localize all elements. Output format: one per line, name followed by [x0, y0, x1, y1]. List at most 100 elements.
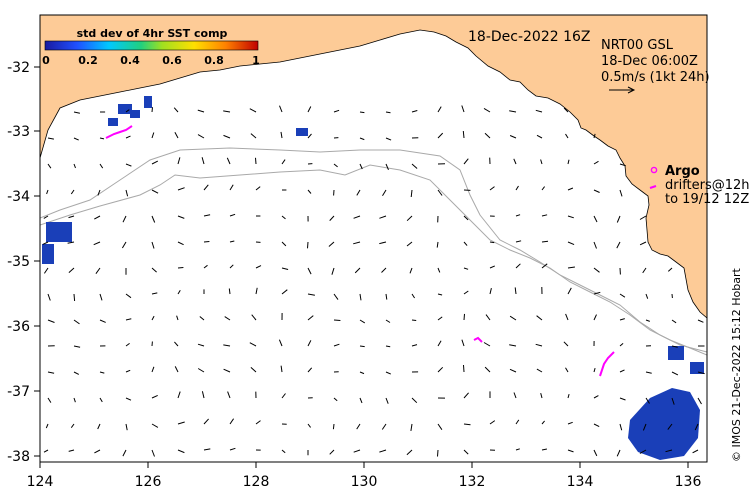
current-vector: [406, 241, 413, 247]
x-tick-130: 130: [351, 474, 378, 490]
current-vector: [281, 215, 286, 220]
current-vector: [489, 420, 496, 425]
current-vector: [563, 341, 569, 347]
current-vector: [197, 134, 205, 139]
current-vector: [565, 313, 569, 321]
current-vector: [619, 189, 623, 197]
current-vector: [463, 392, 469, 399]
current-vector: [249, 342, 257, 347]
current-vector: [73, 137, 79, 141]
current-vector: [307, 367, 313, 373]
y-tick-35: -35: [7, 254, 30, 270]
current-vector: [125, 369, 131, 373]
current-vector: [281, 449, 286, 454]
current-vector: [43, 267, 49, 274]
x-tick-124: 124: [27, 474, 54, 490]
current-vector: [177, 391, 181, 399]
current-vector: [125, 189, 129, 197]
current-vector: [73, 345, 81, 348]
current-vector: [565, 367, 569, 373]
current-vector: [173, 107, 179, 113]
current-vector: [99, 397, 103, 403]
current-vector: [307, 241, 309, 249]
drifters-line1: drifters@12h: [665, 178, 750, 193]
current-vector: [381, 423, 387, 430]
y-tick-36: -36: [7, 319, 30, 335]
x-tick-126: 126: [135, 474, 162, 490]
current-vector: [229, 264, 234, 269]
current-vector: [73, 371, 80, 375]
current-vector: [203, 214, 211, 217]
current-vector: [385, 345, 391, 348]
current-vector: [203, 448, 211, 451]
current-vector: [333, 319, 341, 321]
current-vector: [411, 163, 418, 169]
x-tick-128: 128: [243, 474, 270, 490]
current-vector: [463, 313, 465, 321]
current-vector: [229, 184, 234, 191]
current-vector: [201, 157, 205, 165]
current-vector: [42, 241, 49, 245]
current-vector: [333, 293, 339, 300]
current-vector: [94, 215, 101, 220]
current-vector: [73, 319, 80, 325]
current-vector: [125, 342, 130, 347]
current-vector: [619, 163, 626, 167]
current-vector: [125, 318, 132, 321]
current-vector: [99, 319, 106, 323]
current-vector: [255, 157, 257, 165]
current-vector: [437, 316, 443, 321]
current-vector: [515, 263, 521, 269]
y-tick-34: -34: [7, 189, 30, 205]
current-vector: [151, 107, 153, 113]
current-vector: [328, 241, 335, 247]
current-vector: [463, 364, 465, 373]
current-vector: [483, 107, 491, 113]
current-vector: [177, 241, 184, 246]
current-vector: [593, 314, 597, 321]
current-vector: [411, 397, 418, 404]
current-vector: [535, 343, 543, 347]
current-vector: [694, 423, 699, 431]
current-vector: [381, 267, 387, 273]
current-vector: [177, 289, 181, 295]
argo-marker-icon: [650, 166, 658, 174]
current-vector: [201, 391, 205, 399]
current-vector: [279, 105, 283, 113]
current-vector: [94, 449, 101, 454]
current-vector: [567, 215, 574, 219]
credit-text: © IMOS 21-Dec-2022 15:12 Hobart: [730, 267, 743, 462]
current-vector: [125, 397, 132, 401]
current-vector: [616, 215, 621, 223]
current-vector: [567, 187, 574, 191]
current-vector: [593, 267, 600, 273]
current-vector: [359, 345, 365, 348]
current-vector: [379, 241, 387, 245]
current-vector: [177, 157, 181, 165]
current-vector: [463, 215, 469, 221]
current-vector: [307, 133, 312, 139]
current-vector: [667, 267, 673, 272]
current-vector: [463, 158, 469, 165]
current-vector: [250, 133, 257, 139]
land-australia: [40, 15, 707, 319]
current-vector: [509, 135, 517, 139]
current-vector: [151, 160, 159, 165]
current-vector: [151, 449, 155, 457]
current-vector: [410, 423, 413, 431]
current-vector: [333, 109, 340, 113]
current-vector: [307, 189, 312, 194]
current-vector: [151, 366, 155, 373]
current-vector: [411, 319, 417, 321]
current-vector: [461, 105, 465, 113]
drifters-line2: to 19/12 12Z: [665, 192, 749, 207]
current-vector: [307, 315, 314, 321]
current-vector: [514, 287, 517, 295]
current-vector: [174, 132, 179, 139]
current-vector: [385, 397, 389, 404]
current-vector: [379, 449, 387, 453]
current-vector: [229, 418, 235, 425]
current-vector: [409, 267, 413, 274]
current-vector: [329, 215, 335, 221]
current-vector: [565, 133, 569, 139]
